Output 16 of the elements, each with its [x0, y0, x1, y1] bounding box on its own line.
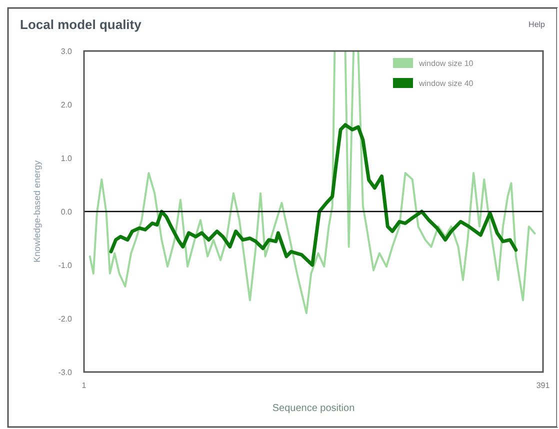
legend-label: window size 10 — [418, 58, 474, 68]
y-tick-label: -1.0 — [58, 260, 73, 270]
y-tick-label: 3.0 — [60, 46, 73, 56]
legend-label: window size 40 — [418, 78, 474, 88]
y-tick-label: 1.0 — [60, 154, 73, 163]
x-axis-title: Sequence position — [272, 403, 355, 414]
y-axis-title: Knowledge-based energy — [32, 160, 42, 263]
y-tick-label: 2.0 — [60, 100, 73, 110]
x-tick-label: 1 — [82, 381, 87, 390]
y-tick-label: -2.0 — [58, 314, 73, 324]
x-tick-label: 391 — [536, 381, 550, 390]
text: Help — [528, 20, 546, 29]
line-series — [109, 123, 518, 267]
chart-title: Local model quality — [20, 17, 142, 32]
y-tick-label: 0.0 — [60, 207, 73, 216]
y-tick-label: -3.0 — [58, 368, 73, 377]
